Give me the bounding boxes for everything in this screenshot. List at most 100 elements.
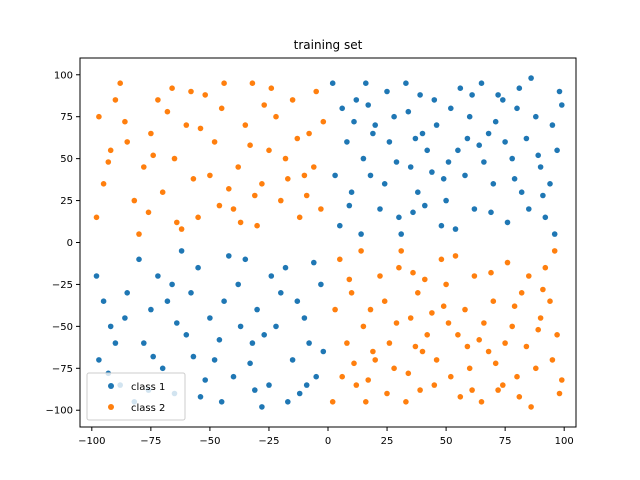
legend-label-class-1: class 1 (131, 382, 165, 393)
point-class-2 (285, 176, 291, 182)
point-class-1 (96, 357, 102, 363)
point-class-2 (422, 276, 428, 283)
point-class-2 (141, 164, 147, 170)
point-class-2 (318, 206, 324, 212)
point-class-1 (254, 306, 260, 313)
point-class-2 (415, 290, 421, 296)
point-class-2 (526, 273, 532, 279)
point-class-1 (289, 357, 296, 363)
point-class-1 (301, 315, 308, 321)
point-class-2 (502, 340, 508, 346)
point-class-1 (407, 164, 414, 170)
point-class-1 (386, 139, 393, 145)
point-class-1 (197, 394, 204, 400)
point-class-2 (226, 186, 232, 192)
point-class-2 (523, 343, 530, 350)
point-class-1 (445, 159, 452, 165)
point-class-1 (448, 105, 454, 112)
point-class-1 (188, 290, 194, 296)
point-class-1 (93, 273, 100, 279)
point-class-2 (511, 303, 518, 310)
point-class-1 (124, 290, 130, 296)
point-class-2 (386, 340, 393, 346)
point-class-2 (261, 102, 268, 108)
point-class-2 (509, 323, 515, 330)
point-class-1 (502, 139, 508, 145)
point-class-1 (438, 222, 445, 229)
point-class-2 (249, 80, 256, 86)
point-class-1 (518, 189, 525, 195)
point-class-2 (122, 118, 128, 125)
point-class-1 (540, 192, 546, 199)
point-class-2 (372, 357, 379, 363)
y-tick-label: 0 (67, 238, 73, 249)
point-class-2 (452, 253, 459, 259)
point-class-1 (211, 357, 218, 363)
point-class-2 (235, 164, 241, 170)
point-class-2 (419, 348, 426, 355)
point-class-2 (164, 108, 171, 115)
point-class-2 (301, 172, 308, 179)
point-class-2 (117, 80, 123, 86)
point-class-1 (547, 181, 553, 187)
point-class-2 (466, 365, 473, 372)
point-class-1 (353, 97, 360, 103)
point-class-2 (495, 387, 501, 393)
point-class-1 (252, 387, 258, 393)
point-class-2 (516, 394, 523, 400)
point-class-2 (145, 209, 152, 216)
x-tick-label: 50 (440, 436, 453, 447)
point-class-1 (178, 248, 185, 254)
y-tick-label: 75 (60, 112, 73, 123)
point-class-1 (415, 189, 421, 195)
point-class-2 (445, 320, 452, 326)
point-class-1 (462, 172, 468, 179)
point-class-1 (554, 147, 560, 154)
x-tick-label: 0 (325, 436, 331, 447)
point-class-2 (358, 248, 364, 254)
point-class-1 (202, 377, 208, 383)
point-class-1 (107, 323, 114, 330)
point-class-1 (431, 97, 438, 103)
point-class-2 (365, 377, 372, 383)
point-class-1 (492, 118, 499, 125)
point-class-2 (332, 306, 338, 313)
point-class-2 (247, 142, 253, 148)
point-class-2 (476, 337, 483, 343)
point-class-2 (190, 176, 197, 182)
point-class-2 (216, 202, 223, 209)
point-class-2 (218, 105, 225, 112)
y-tick-label: −75 (52, 364, 73, 375)
point-class-2 (481, 320, 487, 326)
x-tick-label: 100 (555, 436, 574, 447)
point-class-2 (207, 172, 213, 179)
point-class-2 (136, 231, 142, 237)
point-class-1 (174, 320, 180, 326)
point-class-2 (542, 264, 549, 271)
point-class-1 (476, 142, 483, 148)
point-class-1 (535, 152, 541, 159)
point-class-1 (278, 290, 284, 296)
point-class-1 (381, 181, 388, 187)
point-class-1 (332, 172, 338, 179)
point-class-1 (424, 147, 431, 154)
point-class-2 (105, 159, 112, 165)
point-class-1 (490, 181, 497, 187)
point-class-2 (107, 147, 114, 154)
point-class-1 (242, 256, 249, 263)
y-axis-ticks: −100 −75 −50 −25 0 25 50 75 100 (46, 70, 80, 417)
point-class-2 (268, 85, 275, 91)
point-class-1 (455, 147, 461, 154)
point-class-2 (320, 118, 327, 125)
point-class-2 (464, 343, 471, 350)
point-class-1 (247, 360, 253, 367)
point-class-1 (169, 281, 175, 288)
point-class-1 (485, 130, 492, 137)
point-class-2 (155, 97, 161, 103)
point-class-1 (348, 189, 355, 195)
point-class-2 (363, 399, 369, 405)
x-tick-label: 25 (381, 436, 394, 447)
point-class-1 (469, 92, 475, 98)
point-class-2 (549, 357, 556, 363)
